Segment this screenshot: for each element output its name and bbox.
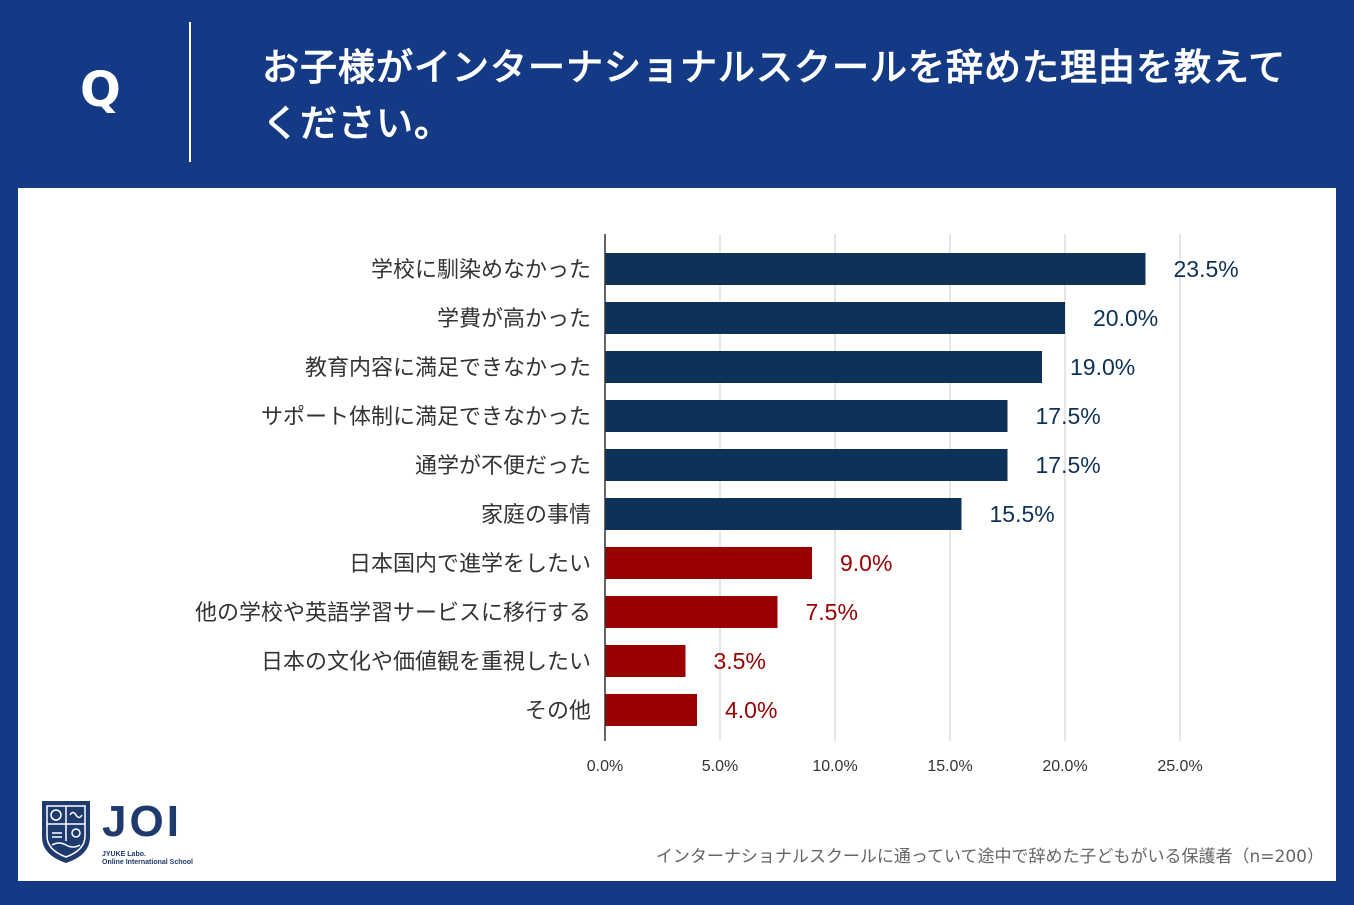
category-label: サポート体制に満足できなかった — [261, 405, 591, 430]
value-label: 17.5% — [1036, 452, 1101, 478]
question-title: お子様がインターナショナルスクールを辞めた理由を教えてください。 — [262, 46, 1287, 145]
bar — [605, 253, 1146, 285]
category-label: 学校に馴染めなかった — [371, 258, 591, 283]
value-label: 4.0% — [725, 697, 777, 723]
shield-emblem-icon — [42, 801, 90, 863]
x-tick-label: 20.0% — [1042, 758, 1087, 775]
category-labels: 学校に馴染めなかった学費が高かった教育内容に満足できなかったサポート体制に満足で… — [195, 258, 591, 724]
value-label: 3.5% — [714, 648, 766, 674]
bar — [605, 302, 1065, 334]
x-tick-label: 5.0% — [702, 758, 738, 775]
x-tick-labels: 0.0% 5.0% 10.0% 15.0% 20.0% 25.0% — [587, 758, 1203, 775]
value-label: 7.5% — [806, 599, 858, 625]
q-letter: Q — [80, 62, 121, 118]
bar-chart: 学校に馴染めなかった学費が高かった教育内容に満足できなかったサポート体制に満足で… — [195, 234, 1239, 775]
header-divider — [189, 22, 191, 162]
category-label: 家庭の事情 — [481, 503, 591, 528]
bar — [605, 351, 1042, 383]
value-label: 20.0% — [1093, 305, 1158, 331]
bar — [605, 645, 686, 677]
logo-subtitle-1: JYUKE Labo. — [102, 851, 146, 858]
value-label: 23.5% — [1174, 256, 1239, 282]
bar — [605, 449, 1008, 481]
x-tick-label: 0.0% — [587, 758, 623, 775]
value-label: 19.0% — [1070, 354, 1135, 380]
sample-footnote: インターナショナルスクールに通っていて途中で辞めた子どもがいる保護者（n=200… — [655, 847, 1324, 867]
category-label: 学費が高かった — [437, 307, 591, 332]
value-label: 17.5% — [1036, 403, 1101, 429]
x-tick-label: 25.0% — [1157, 758, 1202, 775]
category-label: 通学が不便だった — [415, 454, 591, 479]
bar — [605, 547, 812, 579]
x-tick-label: 10.0% — [812, 758, 857, 775]
bar — [605, 596, 778, 628]
joi-logo: JOI JYUKE Labo. Online International Sch… — [38, 797, 218, 869]
value-labels: 23.5% 20.0% 19.0% 17.5% 17.5% 15.5% 9.0% 7.5% 3.… — [714, 256, 1239, 723]
logo-wordmark: JOI — [102, 797, 182, 846]
chart-panel: 学校に馴染めなかった学費が高かった教育内容に満足できなかったサポート体制に満足で… — [18, 188, 1336, 881]
bars — [605, 253, 1146, 726]
category-label: その他 — [525, 699, 591, 724]
bar — [605, 400, 1008, 432]
logo-subtitle-2: Online International School — [102, 859, 194, 866]
bar — [605, 694, 697, 726]
value-label: 9.0% — [840, 550, 892, 576]
category-label: 日本国内で進学をしたい — [349, 552, 591, 577]
bar — [605, 498, 962, 530]
category-label: 日本の文化や価値観を重視したい — [261, 650, 591, 675]
value-label: 15.5% — [990, 501, 1055, 527]
x-tick-label: 15.0% — [927, 758, 972, 775]
category-label: 教育内容に満足できなかった — [305, 356, 591, 381]
category-label: 他の学校や英語学習サービスに移行する — [195, 601, 591, 626]
